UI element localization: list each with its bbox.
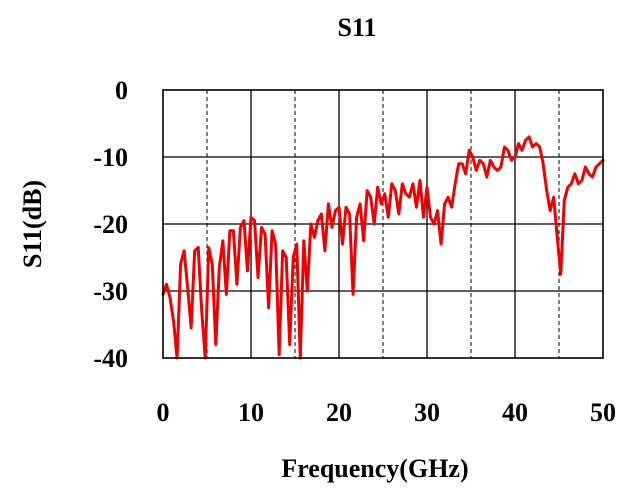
x-tick-label: 50 — [590, 398, 616, 427]
plot-frame — [162, 89, 604, 359]
y-tick-label: -40 — [93, 344, 128, 373]
x-tick-label: 40 — [502, 398, 528, 427]
y-tick-label: -20 — [93, 210, 128, 239]
x-tick-label: 20 — [326, 398, 352, 427]
y-tick-label: -30 — [93, 277, 128, 306]
y-tick-label: 0 — [115, 76, 128, 105]
x-tick-label: 30 — [414, 398, 440, 427]
grid-lines — [163, 90, 603, 358]
y-tick-label: -10 — [93, 143, 128, 172]
chart-title: S11 — [337, 13, 376, 42]
s11-series-line — [161, 135, 605, 360]
x-tick-label: 0 — [157, 398, 170, 427]
x-tick-label: 10 — [238, 398, 264, 427]
x-axis-label: Frequency(GHz) — [281, 454, 468, 483]
y-axis-label: S11(dB) — [18, 180, 47, 268]
tick-labels: 0 10 20 30 40 50 0 -10 -20 -30 -40 — [93, 76, 616, 427]
